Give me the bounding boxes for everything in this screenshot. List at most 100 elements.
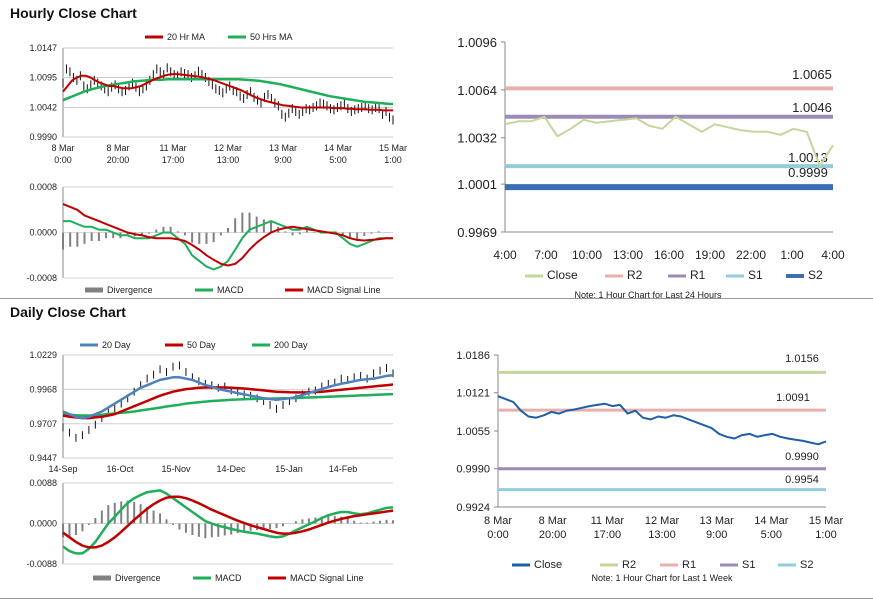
daily-price-xtick: 15-Nov [161,464,191,474]
daily-levels-xtick: 14 Mar [754,515,789,527]
daily-levels-xtick-time: 1:00 [815,529,836,541]
hourly-levels-close-line [504,115,834,168]
hourly-levels-xtick: 19:00 [695,248,725,262]
daily-price-ytick: 0.9707 [29,419,57,429]
hourly-levels-legend-r2: R2 [627,268,643,282]
hourly-price-xtick-time: 5:00 [329,155,347,165]
daily-levels-legend-s1: S1 [742,559,755,571]
hourly-macd-ytick: -0.0008 [26,273,57,283]
daily-levels-xtick: 8 Mar [484,515,512,527]
hourly-levels-ytick: 1.0096 [457,35,497,50]
hourly-levels-legend-s2: S2 [808,268,823,282]
daily-macd-ytick: -0.0088 [26,559,57,569]
daily-legend-divergence: Divergence [115,573,161,583]
hourly-levels-xtick: 10:00 [572,248,602,262]
hourly-levels-legend-close: Close [547,268,578,282]
hourly-price-xtick-time: 20:00 [107,155,130,165]
daily-signal-line [62,495,394,549]
hourly-levels-ytick: 1.0032 [457,131,497,146]
daily-levels-ytick: 1.0121 [456,388,490,400]
daily-levels-note: Note: 1 Hour Chart for Last 1 Week [592,573,733,583]
hourly-signal-line [62,203,393,267]
daily-price-ytick: 1.0229 [29,350,57,360]
daily-level-label-r1: 1.0091 [776,392,810,404]
hourly-legend-signal: MACD Signal Line [307,285,381,295]
daily-levels-xtick: 13 Mar [700,515,735,527]
daily-levels-legend-close: Close [534,559,562,571]
hourly-price-ytick: 1.0042 [29,103,57,113]
hourly-levels-ytick: 1.0064 [457,83,497,98]
hourly-level-label-s2: 0.9999 [788,165,828,180]
daily-levels-xtick-time: 0:00 [487,529,508,541]
daily-levels-legend-s2: S2 [800,559,813,571]
hourly-section-title: Hourly Close Chart [10,5,137,21]
daily-section-title: Daily Close Chart [10,304,126,320]
daily-levels-legend-r2: R2 [622,559,636,571]
hourly-level-label-r1: 1.0046 [792,100,832,115]
hourly-legend-ma20: 20 Hr MA [167,32,205,42]
hourly-levels-xtick: 4:00 [493,248,517,262]
daily-macd-ytick: 0.0088 [29,478,57,488]
daily-price-xtick: 15-Jan [275,464,303,474]
hourly-legend-ma50: 50 Hrs MA [250,32,293,42]
daily-levels-ytick: 0.9990 [456,464,490,476]
hourly-levels-note: Note: 1 Hour Chart for Last 24 Hours [574,290,722,300]
daily-level-label-r2: 1.0156 [785,353,819,365]
hourly-levels-legend-s1: S1 [748,268,763,282]
hourly-price-xtick: 13 Mar [269,143,297,153]
hourly-price-xtick-time: 9:00 [274,155,292,165]
daily-legend-macd: MACD [215,573,242,583]
hourly-macd-ytick: 0.0000 [29,228,57,238]
daily-macd-line [62,489,394,555]
hourly-price-ytick: 1.0095 [29,72,57,82]
hourly-price-xtick: 11 Mar [159,143,186,153]
hourly-levels-xtick: 4:00 [821,248,845,262]
hourly-levels-ytick: 0.9969 [457,225,497,240]
daily-levels-xtick: 11 Mar [591,515,625,527]
daily-price-xtick: 14-Sep [48,464,77,474]
hourly-levels-xtick: 22:00 [736,248,766,262]
daily-price-xtick: 14-Feb [329,464,358,474]
hourly-price-xtick: 12 Mar [214,143,242,153]
daily-levels-xtick-time: 5:00 [761,529,782,541]
daily-legend-200day: 200 Day [274,340,308,350]
daily-levels-xtick-time: 17:00 [594,529,622,541]
daily-levels-xtick-time: 9:00 [706,529,727,541]
daily-levels-close-line [497,395,827,446]
hourly-macd-ytick: 0.0008 [29,182,57,192]
daily-price-ytick: 0.9447 [29,453,57,463]
hourly-price-xtick: 14 Mar [324,143,352,153]
hourly-levels-xtick: 13:00 [613,248,643,262]
daily-levels-xtick: 12 Mar [645,515,680,527]
daily-legend-20day: 20 Day [102,340,131,350]
bottom-divider [0,598,873,599]
hourly-price-ytick: 1.0147 [29,43,57,53]
hourly-levels-ytick: 1.0001 [457,177,497,192]
section-divider [0,298,873,299]
daily-levels-ytick: 0.9924 [456,502,490,514]
hourly-legend-macd: MACD [217,285,244,295]
daily-level-label-s1: 0.9990 [785,451,819,463]
daily-ma20-line [62,374,394,420]
daily-price-xtick: 14-Dec [216,464,246,474]
hourly-price-xtick: 8 Mar [51,143,74,153]
hourly-price-xtick: 8 Mar [106,143,129,153]
hourly-levels-xtick: 16:00 [654,248,684,262]
daily-levels-xtick: 8 Mar [539,515,567,527]
daily-ma50-line [62,383,394,420]
hourly-ma50-line [62,77,394,106]
daily-price-ytick: 0.9968 [29,384,57,394]
hourly-level-label-r2: 1.0065 [792,67,832,82]
hourly-price-xtick-time: 1:00 [384,155,402,165]
daily-levels-ytick: 1.0055 [456,426,490,438]
daily-levels-ytick: 1.0186 [456,350,490,362]
daily-macd-ytick: 0.0000 [29,519,57,529]
daily-levels-xtick-time: 13:00 [648,529,676,541]
hourly-levels-xtick: 1:00 [780,248,804,262]
hourly-price-xtick-time: 13:00 [217,155,240,165]
hourly-legend-divergence: Divergence [107,285,153,295]
daily-level-label-s2: 0.9954 [785,474,819,486]
hourly-price-xtick: 15 Mar [379,143,407,153]
daily-levels-xtick-time: 20:00 [539,529,567,541]
